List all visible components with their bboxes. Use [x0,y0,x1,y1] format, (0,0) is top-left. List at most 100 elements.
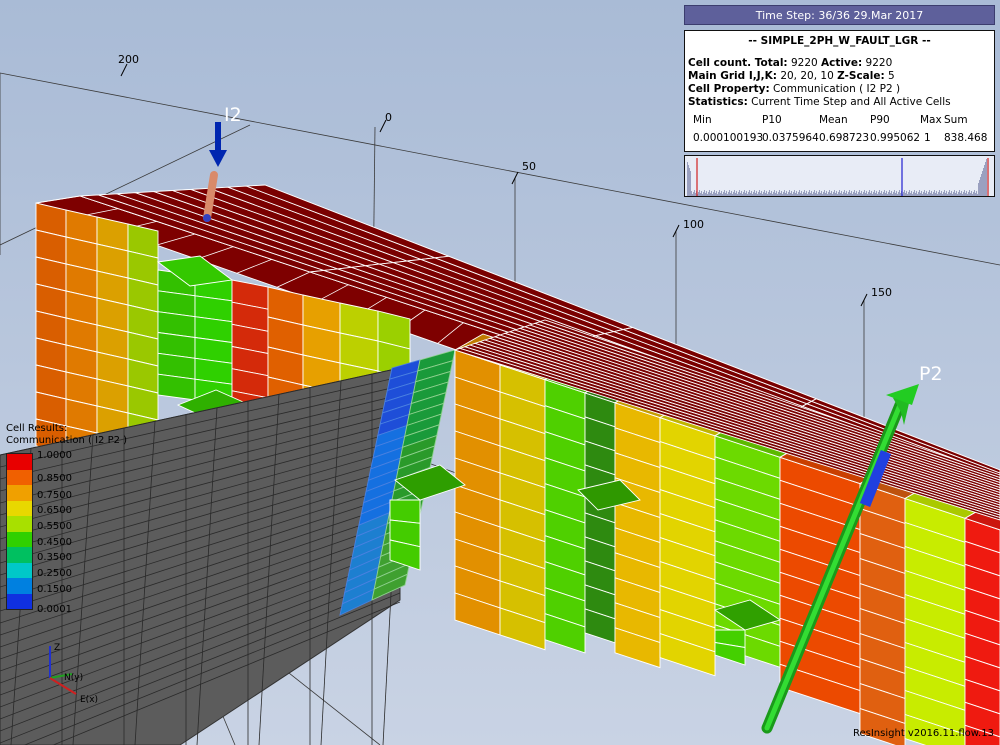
cell-top-face[interactable] [394,464,466,501]
histogram-bar [813,192,814,196]
histogram-bar [787,194,788,196]
cell-top-face[interactable] [577,479,641,511]
cell-face[interactable] [659,632,716,677]
legend-swatch [7,454,32,470]
histogram-bar [922,194,923,196]
well-label-producer[interactable]: P2 [919,363,943,385]
axis-tick-label: 150 [871,286,892,299]
cell-face[interactable] [964,586,1000,623]
cell-face[interactable] [157,373,196,401]
histogram-bar [964,190,965,196]
histogram-bar [713,192,714,196]
cell-face[interactable] [544,613,586,654]
histogram-bar [966,191,967,196]
cell-face[interactable] [964,678,1000,715]
well-label-injector[interactable]: I2 [224,104,242,126]
histogram-bar [723,192,724,196]
histogram-bar [718,192,719,196]
cell-top-face[interactable] [463,344,1000,516]
cell-face[interactable] [964,632,1000,669]
cell-face[interactable] [371,573,408,601]
cell-face[interactable] [904,713,966,745]
histogram-bar [942,194,943,196]
histogram-bar [985,162,986,196]
histogram-bar [926,191,927,196]
histogram-bar [899,190,900,196]
axis-tick-mark [672,224,680,238]
cell-face[interactable] [389,499,421,524]
histogram-bar [955,193,956,196]
histogram-bar [936,191,937,196]
statistics-value: Current Time Step and All Active Cells [751,96,951,108]
legend-swatch [7,562,32,578]
histogram-bar [858,192,859,196]
histogram-bar [746,191,747,196]
histogram-bar [929,190,930,196]
legend-title: Cell Results: Communication ( I2 P2 ) [6,423,127,447]
histogram-bar [881,191,882,196]
cell-face[interactable] [964,724,1000,745]
histogram-bar [859,190,860,196]
cell-top-face[interactable] [453,347,1000,521]
cell-face[interactable] [714,641,746,666]
histogram-bar [826,191,827,196]
legend-swatch [7,516,32,532]
active-label: Active: [821,57,863,69]
histogram-bar [692,194,693,196]
histogram-bar [704,190,705,196]
cell-top-face[interactable] [805,400,1000,477]
histogram-bar [817,194,818,196]
histogram-bar [752,194,753,196]
cell-face[interactable] [614,627,661,669]
axis-grid-line [0,72,1000,266]
cell-face[interactable] [964,655,1000,692]
histogram-bar [789,190,790,196]
triad-x-label: E(x) [80,695,98,705]
cell-face[interactable] [389,539,421,571]
histogram-bar [796,191,797,196]
injector-well-path[interactable] [203,171,218,222]
histogram-bar [694,190,695,196]
cell-count-total: 9220 [790,57,818,69]
histogram-bar [712,194,713,196]
histogram-bar [769,190,770,196]
legend-swatch [7,469,32,485]
histogram-bar [980,177,981,196]
histogram-bar [903,192,904,196]
histogram-bar [927,194,928,196]
histogram-bar [754,190,755,196]
histogram-bar [831,191,832,196]
histogram-bar [875,193,876,196]
histogram-bar [838,192,839,196]
axis-triad: Z N(y) E(x) [49,643,98,705]
cell-top-face[interactable] [458,346,1000,518]
histogram-bar [934,190,935,196]
histogram-bar [773,192,774,196]
cell-face[interactable] [964,701,1000,738]
cell-face[interactable] [964,563,1000,600]
cell-top-face[interactable] [713,599,782,631]
histogram-bar [689,168,690,196]
histogram-bar [788,192,789,196]
legend-swatch [7,578,32,594]
stats-value: 1 [924,132,931,144]
cell-top-face[interactable] [810,398,1000,474]
injector-arrow-icon[interactable] [209,150,227,167]
legend-title-line: Communication ( I2 P2 ) [6,435,128,446]
histogram-bar [958,192,959,196]
cell-face[interactable] [964,609,1000,646]
histogram-bar [771,191,772,196]
cell-face[interactable] [499,607,546,651]
histogram-bar [764,190,765,196]
cell-face[interactable] [859,707,906,745]
axis-tick-mark [511,171,519,185]
histogram-bar [806,191,807,196]
histogram-bar [739,190,740,196]
histogram-bar [907,194,908,196]
histogram-bar [837,194,838,196]
histogram-bar [749,190,750,196]
cell-face[interactable] [964,540,1000,577]
histogram-bar [802,194,803,196]
